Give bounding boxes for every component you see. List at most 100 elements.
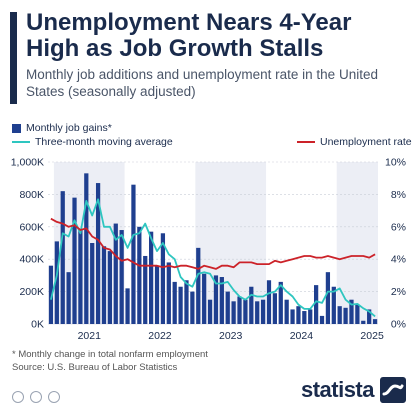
- bar-2023-12: [260, 299, 266, 324]
- bar-2022-10: [178, 286, 183, 324]
- bar-2024-07: [302, 311, 307, 324]
- series-lines: [50, 198, 376, 318]
- bar-2022-12: [190, 291, 195, 324]
- chart-subtitle: Monthly job additions and unemployment r…: [26, 67, 378, 99]
- bar-2021-01: [54, 241, 59, 324]
- y-right-tick-label-3: 6%: [391, 221, 406, 233]
- x-tick-label-2022: 2022: [148, 330, 172, 342]
- bar-2022-02: [131, 184, 136, 324]
- bar-2022-01: [125, 288, 130, 324]
- equals-icon: [48, 391, 60, 403]
- chart-legend: Monthly job gains* Three-month moving av…: [10, 120, 412, 150]
- bar-2021-05: [78, 230, 83, 324]
- legend-swatch-job-gains: [12, 123, 21, 133]
- brand-logo: statista: [300, 377, 375, 402]
- bar-2023-06: [225, 291, 230, 324]
- year-shading: [53, 162, 378, 324]
- bar-2023-03: [207, 299, 213, 324]
- bar-2023-04: [213, 275, 219, 324]
- year-shade-2025: [336, 162, 378, 324]
- unemployment-line: [50, 217, 376, 270]
- bar-2022-08: [166, 262, 171, 324]
- bar-2025-01: [337, 306, 342, 324]
- info-icon: [30, 391, 42, 403]
- x-tick-label-2021: 2021: [78, 330, 102, 342]
- bar-2021-02: [60, 191, 65, 324]
- bar-2024-12: [331, 286, 336, 324]
- y-right-tick-label-5: 10%: [385, 157, 406, 169]
- bar-2024-11: [325, 272, 331, 324]
- bar-2025-05: [361, 320, 366, 324]
- legend-label-job-gains: Monthly job gains*: [26, 122, 112, 134]
- bar-2022-11: [184, 280, 189, 324]
- bar-2023-05: [219, 277, 224, 324]
- legend-swatch-unemployment: [297, 141, 315, 143]
- x-tick-label-2023: 2023: [219, 330, 243, 342]
- job-gains-bars: [48, 173, 378, 324]
- cc-icon: [12, 391, 24, 403]
- bar-2025-04: [355, 304, 360, 324]
- year-shade-2023: [195, 162, 267, 324]
- y-left-tick-label-3: 600K: [19, 221, 44, 233]
- bar-2022-03: [137, 226, 142, 324]
- y-right-tick-label-0: 0%: [391, 319, 406, 331]
- bar-2022-04: [143, 255, 148, 324]
- legend-label-moving-average: Three-month moving average: [35, 136, 173, 148]
- bar-2025-03: [349, 299, 354, 324]
- bar-2022-06: [154, 265, 160, 324]
- legend-item-moving-average: Three-month moving average: [12, 136, 173, 148]
- bar-2021-07: [90, 243, 95, 324]
- y-right-tick-label-2: 4%: [391, 254, 406, 266]
- source-text: Source: U.S. Bureau of Labor Statistics: [12, 362, 178, 373]
- bar-2021-10: [107, 251, 112, 324]
- year-shade-2021: [53, 162, 125, 324]
- axis-labels: 0K 200K 400K 600K 800K 1,000K 0% 2% 4% 6% 8% 10% 202…: [11, 157, 406, 343]
- x-tick-label-2024: 2024: [290, 330, 314, 342]
- bar-2023-01: [196, 247, 201, 324]
- y-left-tick-label-5: 1,000K: [11, 157, 44, 169]
- legend-item-unemployment: Unemployment rate: [297, 136, 412, 148]
- y-right-tick-label-4: 8%: [391, 189, 406, 201]
- bar-2023-11: [255, 301, 260, 324]
- y-left-tick-label-1: 200K: [19, 286, 44, 298]
- bar-2024-09: [314, 285, 319, 324]
- bar-2023-09: [243, 299, 248, 324]
- brand-wave-icon: [380, 377, 406, 403]
- chart-plot: 0K 200K 400K 600K 800K 1,000K 0% 2% 4% 6% 8% 10% 202…: [11, 157, 406, 343]
- bar-2024-08: [308, 309, 313, 324]
- y-right-tick-label-1: 2%: [391, 286, 406, 298]
- footnote-text: * Monthly change in total nonfarm employ…: [12, 349, 208, 360]
- bar-2023-10: [249, 286, 254, 324]
- bar-2024-04: [284, 299, 289, 324]
- bar-2021-04: [72, 197, 77, 324]
- bar-2023-07: [231, 301, 236, 324]
- footnote-block: * Monthly change in total nonfarm employ…: [12, 348, 208, 374]
- bar-2024-10: [319, 315, 325, 324]
- legend-item-job-gains: Monthly job gains*: [12, 122, 112, 134]
- x-tick-label-2025: 2025: [360, 330, 384, 342]
- bar-2024-05: [290, 309, 295, 324]
- bar-2022-09: [172, 281, 177, 324]
- bar-2021-11: [113, 223, 118, 324]
- y-left-tick-label-0: 0K: [31, 319, 44, 331]
- bar-2020-12: [48, 265, 54, 324]
- bar-2021-06: [84, 173, 89, 324]
- bar-2022-07: [160, 233, 166, 324]
- bar-2025-02: [343, 307, 348, 324]
- moving-average-line: [50, 198, 376, 318]
- bar-2021-08: [95, 183, 101, 324]
- bar-2024-03: [278, 281, 283, 324]
- bar-2021-12: [119, 230, 124, 324]
- legend-swatch-moving-average: [12, 141, 30, 143]
- chart-title: Unemployment Nears 4-Year High as Job Gr…: [26, 9, 352, 62]
- license-icons: [12, 391, 60, 403]
- bar-2021-03: [66, 272, 71, 324]
- y-left-tick-label-2: 400K: [19, 254, 44, 266]
- bar-2023-02: [202, 273, 207, 324]
- bar-2021-09: [101, 246, 107, 324]
- bar-2024-01: [266, 280, 272, 324]
- bar-2024-02: [272, 293, 277, 324]
- bar-2024-06: [296, 306, 301, 324]
- bar-2022-05: [149, 231, 154, 324]
- bar-2025-06: [367, 309, 372, 324]
